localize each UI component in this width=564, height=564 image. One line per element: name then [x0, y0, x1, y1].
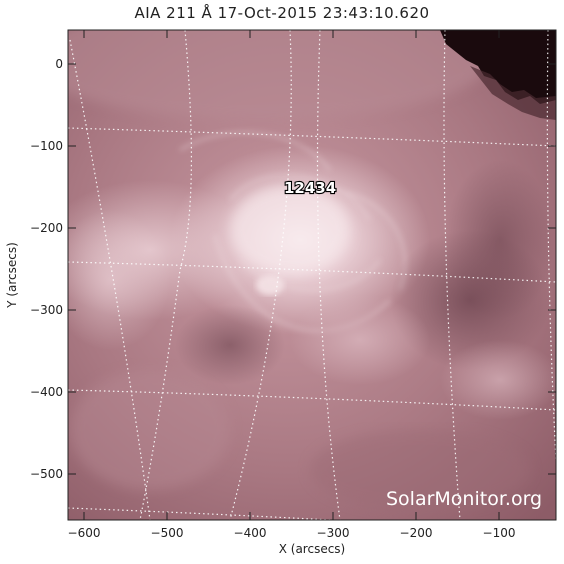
x-tick-label: −400 — [234, 526, 267, 540]
image-title: AIA 211 Å 17-Oct-2015 23:43:10.620 — [134, 4, 430, 22]
x-tick-label: −600 — [68, 526, 101, 540]
y-tick-label: −200 — [30, 221, 63, 235]
x-tick-label: −200 — [400, 526, 433, 540]
solar-image: 12434 SolarMonitor.org — [68, 30, 556, 520]
x-tick-label: −100 — [483, 526, 516, 540]
x-axis-title: X (arcsecs) — [279, 542, 346, 556]
tick-marks — [68, 30, 556, 520]
heliographic-grid — [68, 30, 556, 520]
y-tick-label: −500 — [30, 467, 63, 481]
y-axis-title: Y (arcsecs) — [5, 242, 19, 309]
coronal-hole — [440, 30, 556, 120]
region-number-label: 12434 — [284, 179, 336, 197]
y-tick-label: −400 — [30, 385, 63, 399]
x-tick-label: −500 — [151, 526, 184, 540]
y-tick-label: −300 — [30, 303, 63, 317]
plot-frame — [67, 29, 557, 521]
watermark: SolarMonitor.org — [386, 488, 542, 510]
x-tick-label: −300 — [317, 526, 350, 540]
y-tick-label: 0 — [55, 57, 63, 71]
x-tick-labels: −600 −500 −400 −300 −200 −100 — [68, 526, 516, 540]
y-tick-label: −100 — [30, 139, 63, 153]
y-tick-labels: 0 −100 −200 −300 −400 −500 — [30, 57, 63, 481]
